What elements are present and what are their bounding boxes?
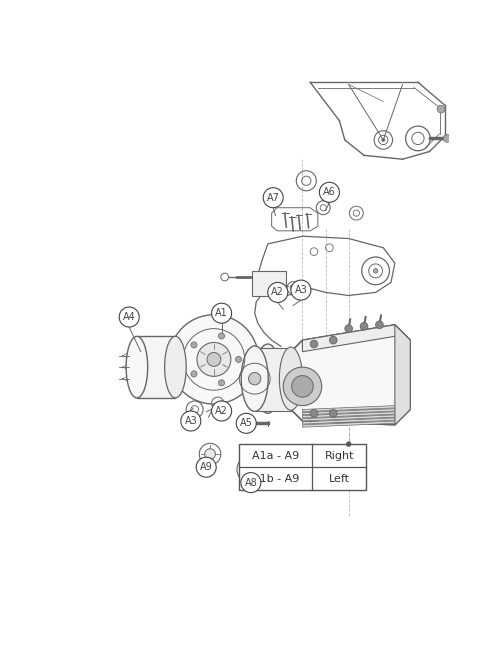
Circle shape	[263, 187, 283, 208]
Text: Left: Left	[329, 474, 350, 484]
Text: A1b - A9: A1b - A9	[252, 474, 299, 484]
Circle shape	[204, 449, 216, 460]
Text: A9: A9	[200, 462, 212, 472]
Ellipse shape	[126, 336, 148, 398]
Circle shape	[241, 473, 261, 492]
Circle shape	[169, 315, 258, 404]
Circle shape	[437, 105, 445, 113]
Text: A1: A1	[215, 308, 228, 318]
Circle shape	[221, 273, 228, 281]
Circle shape	[248, 372, 261, 385]
Polygon shape	[302, 421, 395, 427]
Circle shape	[382, 138, 385, 142]
Circle shape	[212, 401, 232, 421]
Circle shape	[360, 323, 368, 330]
Polygon shape	[395, 325, 410, 425]
Text: A6: A6	[323, 187, 336, 197]
Circle shape	[119, 307, 139, 327]
Polygon shape	[291, 325, 410, 425]
Circle shape	[191, 342, 197, 348]
Polygon shape	[254, 348, 291, 411]
Circle shape	[197, 342, 231, 376]
Text: A2: A2	[272, 287, 284, 297]
Text: A4: A4	[123, 312, 136, 322]
Circle shape	[444, 135, 451, 142]
Ellipse shape	[254, 344, 281, 413]
Text: A8: A8	[244, 477, 257, 488]
Circle shape	[268, 282, 288, 302]
Circle shape	[310, 340, 318, 348]
Circle shape	[310, 409, 318, 417]
Circle shape	[218, 333, 224, 339]
Ellipse shape	[280, 347, 302, 410]
Circle shape	[212, 303, 232, 323]
Circle shape	[330, 336, 337, 344]
Circle shape	[191, 371, 197, 377]
Text: A1a - A9: A1a - A9	[252, 451, 299, 460]
Circle shape	[218, 380, 224, 386]
Ellipse shape	[164, 336, 186, 398]
Text: A5: A5	[240, 419, 252, 428]
Polygon shape	[302, 406, 395, 412]
Text: Right: Right	[324, 451, 354, 460]
Bar	[252, 271, 286, 296]
Ellipse shape	[241, 346, 268, 411]
Polygon shape	[302, 418, 395, 424]
Circle shape	[320, 182, 340, 202]
Circle shape	[196, 457, 216, 477]
Circle shape	[374, 268, 378, 273]
Circle shape	[236, 413, 256, 434]
Text: A2: A2	[215, 406, 228, 416]
Circle shape	[207, 353, 221, 366]
Circle shape	[236, 357, 242, 362]
Circle shape	[291, 280, 311, 300]
Polygon shape	[302, 415, 395, 421]
Polygon shape	[137, 336, 175, 398]
Text: A3: A3	[294, 285, 308, 295]
Text: A7: A7	[267, 193, 280, 202]
Bar	[240, 444, 366, 490]
Circle shape	[346, 442, 351, 447]
Circle shape	[292, 375, 313, 397]
Circle shape	[283, 367, 322, 406]
Circle shape	[345, 325, 352, 332]
Polygon shape	[302, 325, 410, 352]
Text: A3: A3	[184, 416, 197, 426]
Polygon shape	[302, 409, 395, 415]
Circle shape	[330, 409, 337, 417]
Circle shape	[376, 321, 384, 328]
Polygon shape	[302, 412, 395, 418]
Circle shape	[181, 411, 201, 431]
